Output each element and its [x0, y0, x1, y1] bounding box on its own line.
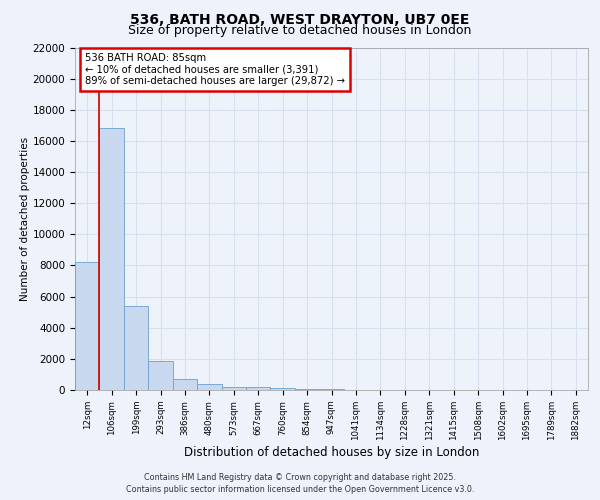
- Bar: [271, 388, 295, 390]
- Bar: [295, 389, 319, 390]
- Text: 536, BATH ROAD, WEST DRAYTON, UB7 0EE: 536, BATH ROAD, WEST DRAYTON, UB7 0EE: [130, 12, 470, 26]
- Text: 536 BATH ROAD: 85sqm
← 10% of detached houses are smaller (3,391)
89% of semi-de: 536 BATH ROAD: 85sqm ← 10% of detached h…: [85, 52, 345, 86]
- X-axis label: Distribution of detached houses by size in London: Distribution of detached houses by size …: [184, 446, 479, 458]
- Text: Contains public sector information licensed under the Open Government Licence v3: Contains public sector information licen…: [126, 485, 474, 494]
- Bar: [319, 389, 344, 390]
- Bar: [246, 388, 271, 390]
- Text: Contains HM Land Registry data © Crown copyright and database right 2025.: Contains HM Land Registry data © Crown c…: [144, 472, 456, 482]
- Text: Size of property relative to detached houses in London: Size of property relative to detached ho…: [128, 24, 472, 37]
- Bar: [100, 128, 124, 390]
- Bar: [124, 306, 148, 390]
- Bar: [173, 379, 197, 390]
- Bar: [75, 262, 100, 390]
- Y-axis label: Number of detached properties: Number of detached properties: [20, 136, 30, 301]
- Bar: [221, 386, 246, 390]
- Bar: [148, 361, 173, 390]
- Bar: [197, 384, 221, 390]
